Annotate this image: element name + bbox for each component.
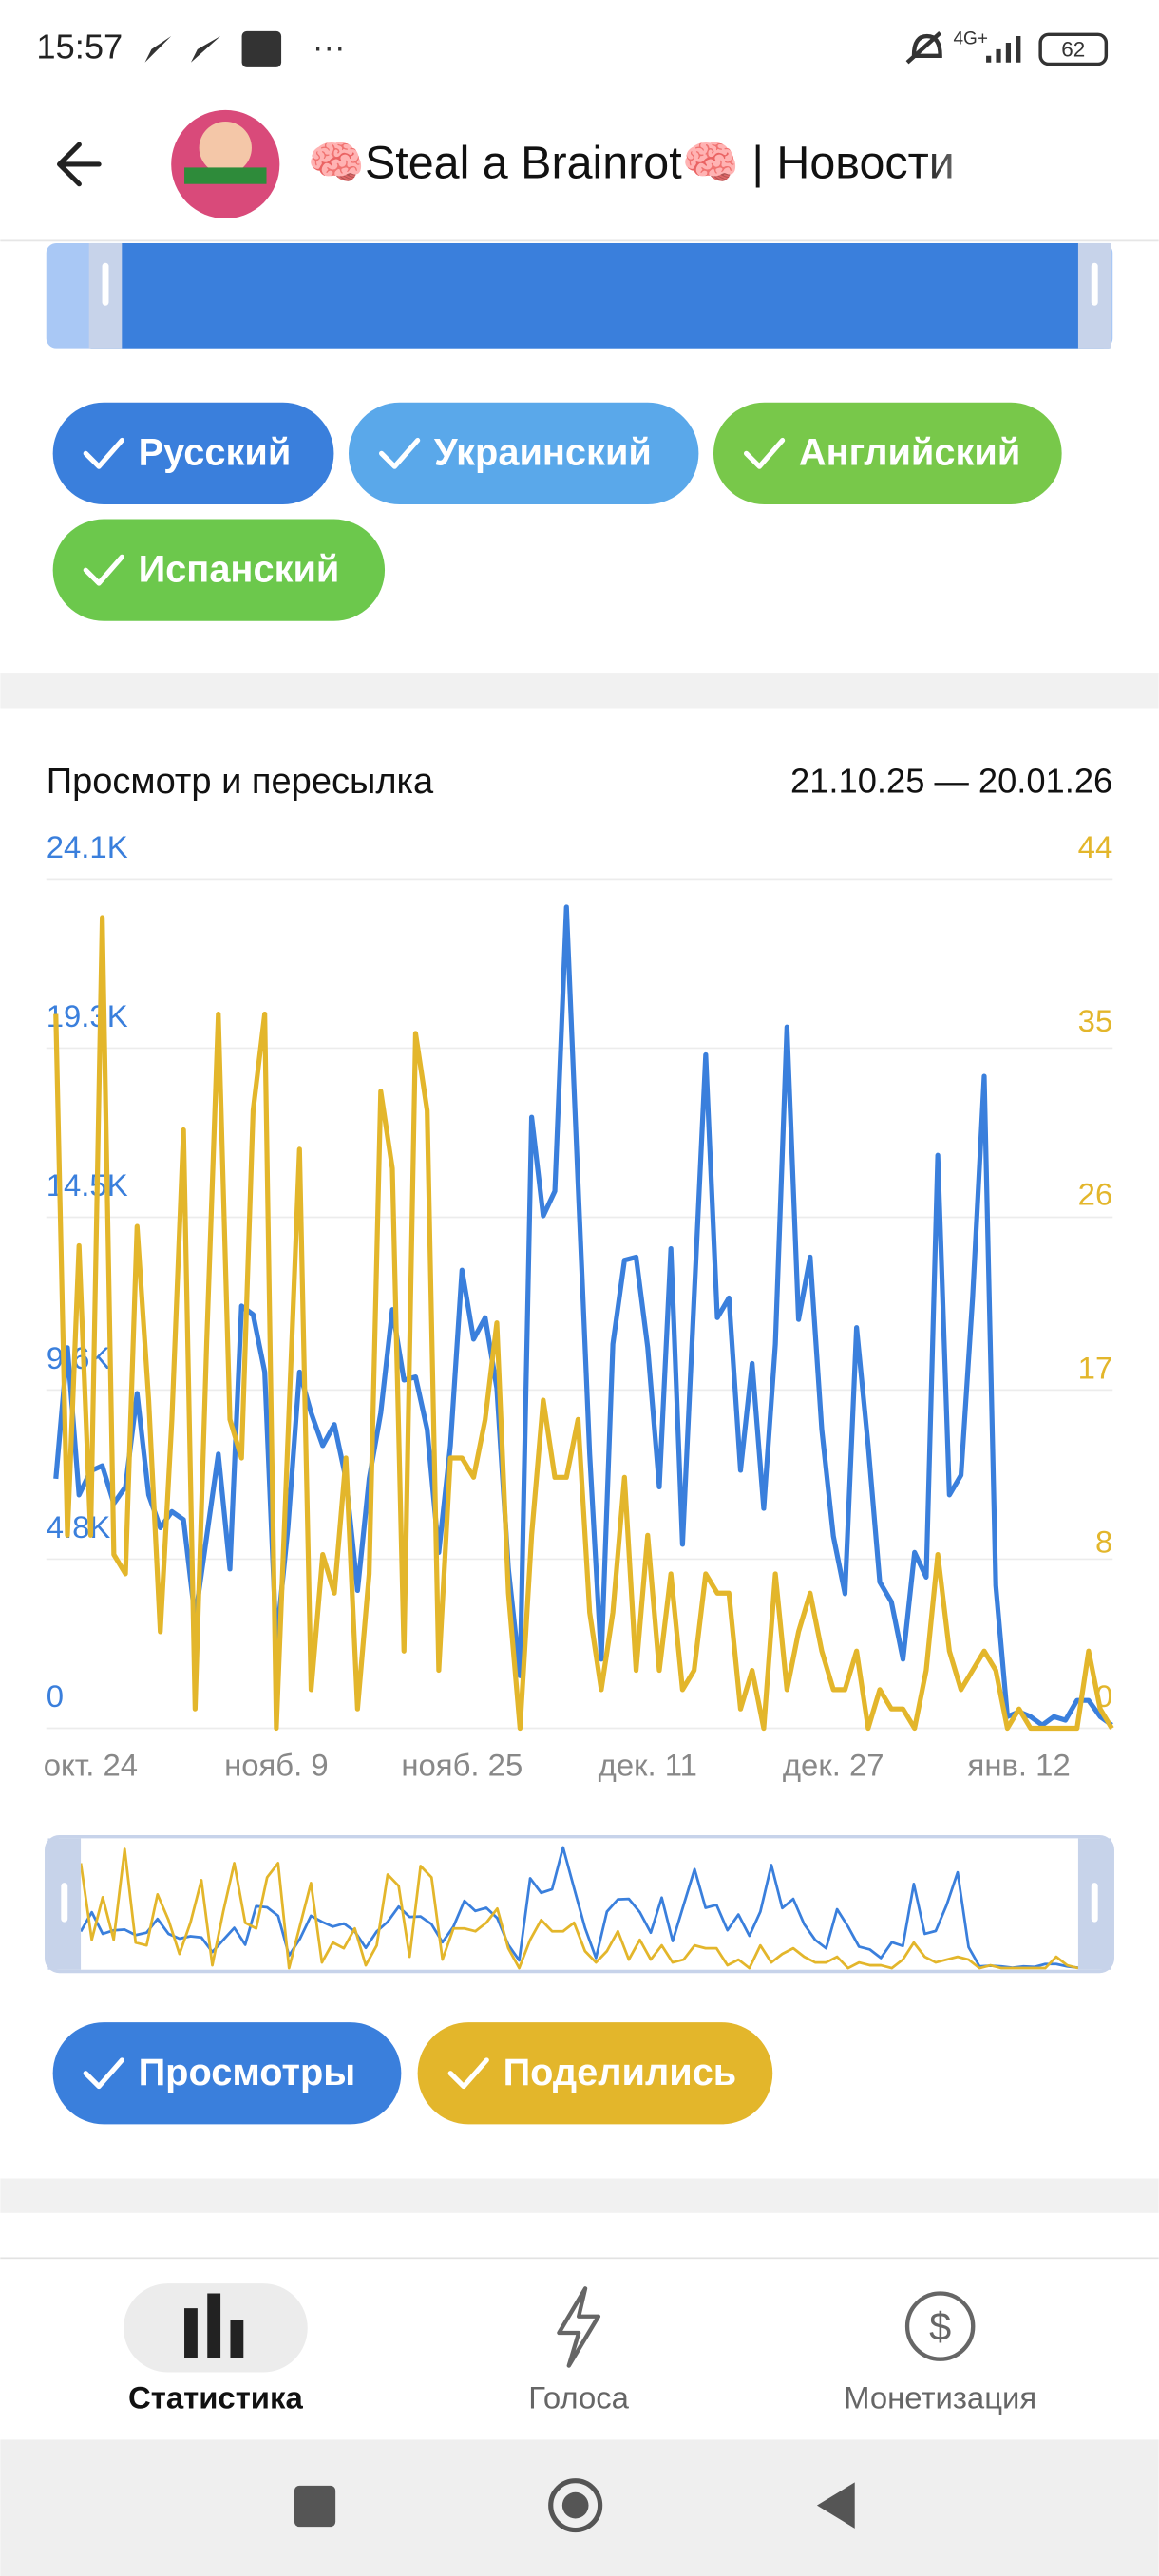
chip-label: Поделились (504, 2052, 737, 2093)
home-button-dot (561, 2491, 589, 2519)
x-tick-label: янв. 12 (968, 1748, 1071, 1783)
status-battery: 62 (1061, 38, 1085, 62)
handle-grip (61, 1883, 68, 1923)
x-tick-label: нояб. 25 (401, 1748, 522, 1783)
chip-label: Испанский (139, 548, 340, 590)
chip-label: Просмотры (139, 2052, 356, 2093)
nav-label[interactable]: Монетизация (844, 2380, 1036, 2415)
x-tick-label: дек. 11 (598, 1748, 697, 1783)
avatar-banner (184, 167, 267, 184)
language-chip[interactable] (348, 402, 699, 504)
language-chip[interactable] (712, 402, 1062, 504)
chip-label: Украинский (434, 432, 652, 474)
chip-label: Русский (139, 432, 292, 474)
x-tick-label: нояб. 9 (224, 1748, 329, 1783)
back-system-button[interactable] (816, 2482, 855, 2529)
minimap-line (79, 1847, 1079, 1970)
handle-grip (1091, 262, 1098, 306)
y2-tick-label: 44 (1078, 829, 1113, 864)
header-border (0, 239, 1159, 242)
y2-tick-label: 35 (1078, 1003, 1113, 1038)
series-line (53, 915, 1114, 1732)
x-tick-label: окт. 24 (44, 1748, 138, 1783)
telegram-icons (144, 36, 221, 63)
y2-tick-label: 26 (1078, 1177, 1113, 1212)
legend-chip[interactable] (52, 2022, 402, 2125)
check-icon (743, 437, 786, 469)
handle-grip (1091, 1883, 1098, 1923)
x-tick-label: дек. 27 (783, 1748, 884, 1783)
y2-tick-label: 17 (1078, 1351, 1113, 1386)
y2-tick-label: 8 (1095, 1525, 1112, 1560)
y-tick-label: 0 (47, 1678, 64, 1714)
nav-label[interactable]: Статистика (128, 2380, 303, 2415)
language-chip[interactable] (52, 519, 386, 621)
date-range: 21.10.25 — 20.01.26 (790, 762, 1112, 801)
signal-icon (986, 36, 1021, 63)
mute-icon (905, 30, 942, 65)
y-tick-label: 9.6K (47, 1340, 111, 1375)
stats-icon (184, 2293, 244, 2358)
section-separator (0, 2178, 1159, 2213)
series-line (53, 904, 1113, 1728)
language-chip[interactable] (52, 402, 334, 504)
check-icon (83, 554, 124, 586)
home-button[interactable] (548, 2478, 603, 2533)
votes-icon (557, 2286, 601, 2368)
check-icon (83, 2057, 124, 2090)
status-time: 15:57 (36, 27, 123, 66)
check-icon (378, 437, 421, 469)
money-icon-sign: $ (929, 2304, 951, 2349)
app-icon (241, 30, 282, 67)
recents-button[interactable] (294, 2485, 336, 2528)
status-network: 4G+ (953, 29, 987, 49)
minimap-window (90, 242, 1110, 349)
battery-icon (1038, 32, 1109, 66)
check-icon (447, 2057, 489, 2090)
money-icon (904, 2291, 976, 2361)
channel-title: 🧠Steal a Brainrot🧠 | Новости (308, 137, 955, 188)
title-fade (920, 115, 1013, 214)
nav-border (0, 2257, 1159, 2260)
section-separator (0, 673, 1159, 709)
chip-label: Английский (799, 432, 1020, 474)
minimap-line (79, 1846, 1079, 1969)
y-tick-label: 24.1K (47, 829, 128, 864)
nav-label[interactable]: Голоса (528, 2380, 629, 2415)
avatar-face (199, 121, 252, 175)
back-button[interactable] (56, 142, 102, 187)
y-tick-label: 19.3K (47, 998, 128, 1033)
chart-title: Просмотр и пересылка (47, 762, 434, 802)
y-tick-label: 4.8K (47, 1509, 111, 1544)
more-icon: ··· (313, 29, 346, 66)
check-icon (83, 437, 124, 469)
legend-chip[interactable] (417, 2022, 773, 2125)
handle-grip (102, 262, 109, 306)
